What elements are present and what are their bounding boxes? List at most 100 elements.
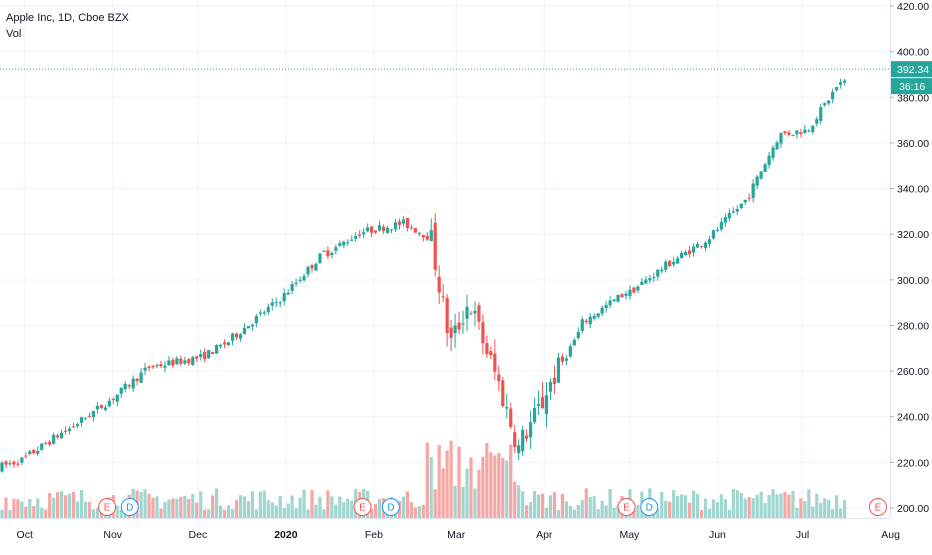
candle-body xyxy=(338,243,342,247)
candle-body xyxy=(179,358,183,364)
candle xyxy=(624,290,628,300)
candle-body xyxy=(4,461,8,465)
candle xyxy=(465,294,469,332)
dividend-marker[interactable]: D xyxy=(381,498,400,516)
volume-bar xyxy=(199,491,203,518)
candle-body xyxy=(71,426,76,428)
time-axis-label: Nov xyxy=(103,529,122,541)
candle-body xyxy=(723,217,727,223)
candle xyxy=(600,305,604,317)
candle-body xyxy=(354,235,358,239)
candle-body xyxy=(195,356,199,359)
time-axis-label: Apr xyxy=(536,529,553,541)
volume-bar xyxy=(314,504,318,518)
volume-bar xyxy=(179,496,183,518)
candle-body xyxy=(425,235,429,240)
volume-bar xyxy=(60,491,64,518)
candle xyxy=(536,390,541,415)
candle xyxy=(8,459,12,467)
candle xyxy=(238,332,243,342)
candle xyxy=(401,216,406,227)
candle xyxy=(501,377,505,408)
candle xyxy=(131,375,135,392)
candle xyxy=(791,134,795,137)
candle-body xyxy=(807,130,811,132)
earnings-marker[interactable]: E xyxy=(353,498,372,516)
candle-body xyxy=(20,457,24,463)
earnings-marker[interactable]: E xyxy=(98,498,117,516)
candle-body xyxy=(207,350,211,359)
price-axis-label: 400.00 xyxy=(897,47,929,59)
candle xyxy=(99,404,103,410)
candle xyxy=(747,193,751,202)
last-price-value: 392.34 xyxy=(897,64,929,76)
candle-body xyxy=(199,354,203,358)
volume-bar xyxy=(604,505,608,518)
volume-bar xyxy=(230,509,235,518)
candle xyxy=(835,86,839,92)
candle xyxy=(604,300,608,313)
candle xyxy=(195,355,199,363)
candle xyxy=(405,217,409,232)
volume-label[interactable]: Vol xyxy=(6,28,22,40)
volume-bar xyxy=(238,495,243,518)
candle-body xyxy=(831,91,835,100)
volume-bar xyxy=(815,493,819,518)
volume-bar xyxy=(493,455,497,518)
candle xyxy=(167,356,171,366)
candle xyxy=(707,235,712,248)
candle xyxy=(159,360,163,369)
volume-bar xyxy=(334,504,338,518)
volume-bar xyxy=(413,507,417,518)
candle xyxy=(103,404,107,412)
volume-bar xyxy=(707,508,712,518)
candle-body xyxy=(684,251,688,256)
candle-body xyxy=(433,222,437,270)
candle-body xyxy=(544,395,549,415)
candle xyxy=(28,449,32,456)
candle xyxy=(191,355,195,366)
candle xyxy=(453,313,457,348)
candle xyxy=(831,88,835,104)
volume-bar xyxy=(568,505,572,518)
candle xyxy=(207,349,211,359)
candle-body xyxy=(803,129,807,134)
candle xyxy=(695,241,700,248)
volume-bar xyxy=(731,488,735,518)
candle xyxy=(230,332,235,346)
volume-bar xyxy=(36,498,40,518)
candle xyxy=(481,314,485,355)
volume-bar xyxy=(16,499,20,518)
price-axis-label: 220.00 xyxy=(897,457,929,469)
volume-bar xyxy=(552,492,557,518)
candle xyxy=(48,440,52,447)
candle xyxy=(640,277,644,285)
volume-bar xyxy=(608,488,612,518)
volume-bar xyxy=(242,496,247,518)
candle-body xyxy=(294,282,298,284)
volume-bar xyxy=(564,501,568,518)
volume-bar xyxy=(417,506,421,518)
candle xyxy=(723,213,727,228)
volume-bar xyxy=(56,492,60,518)
candle-body xyxy=(203,351,207,360)
candle xyxy=(123,381,127,393)
dividend-marker[interactable]: D xyxy=(640,498,659,516)
candle xyxy=(211,351,215,355)
candle xyxy=(171,357,175,369)
price-axis-label: 280.00 xyxy=(897,320,929,332)
candle-body xyxy=(461,323,465,325)
candle-body xyxy=(604,305,608,309)
volume-bar xyxy=(278,495,282,518)
candle-body xyxy=(795,130,799,135)
earnings-marker[interactable]: E xyxy=(869,498,887,516)
dividend-marker[interactable]: D xyxy=(120,498,139,516)
candle-body xyxy=(469,313,473,315)
symbol-title[interactable]: Apple Inc, 1D, Cboe BZX xyxy=(6,12,129,24)
earnings-marker[interactable]: E xyxy=(617,498,636,516)
candle-body xyxy=(421,234,425,238)
volume-bar xyxy=(465,468,469,518)
candle-body xyxy=(779,133,783,144)
